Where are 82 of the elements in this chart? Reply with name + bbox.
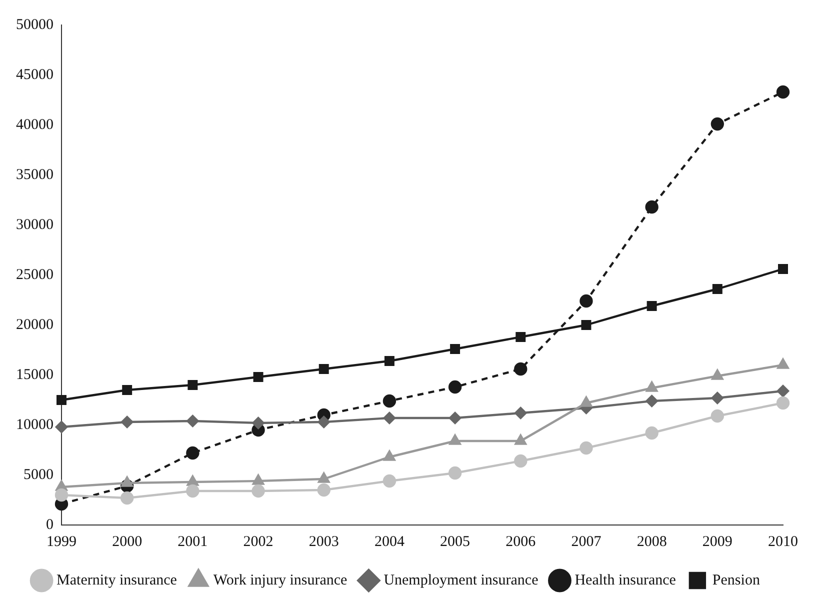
point xyxy=(318,472,330,483)
point xyxy=(646,301,657,311)
point xyxy=(448,380,462,394)
point xyxy=(120,416,134,428)
point xyxy=(711,392,724,404)
point xyxy=(712,369,724,380)
point xyxy=(252,416,264,430)
point xyxy=(252,474,264,485)
point xyxy=(55,420,68,434)
x-tick-label: 2007 xyxy=(571,534,602,550)
x-tick-label: 2000 xyxy=(112,534,142,550)
point xyxy=(514,454,528,468)
legend-label: Work injury insurance xyxy=(213,572,348,588)
point xyxy=(580,441,593,455)
x-tick-label: 2006 xyxy=(506,534,536,550)
point xyxy=(186,475,199,486)
y-tick-label: 15000 xyxy=(16,366,54,383)
point xyxy=(382,394,396,408)
y-tick-label: 5000 xyxy=(24,466,54,483)
point xyxy=(188,380,198,390)
point xyxy=(646,381,658,392)
y-tick-label: 20000 xyxy=(16,316,54,333)
legend-label: Health insurance xyxy=(574,572,676,588)
legend-label: Pension xyxy=(712,572,760,588)
x-tick-label: 2001 xyxy=(178,534,208,550)
point xyxy=(645,426,658,440)
y-tick-label: 45000 xyxy=(16,66,54,83)
point xyxy=(382,474,396,488)
point xyxy=(186,414,199,428)
x-tick-label: 1999 xyxy=(46,534,76,550)
x-tick-label: 2002 xyxy=(243,534,274,550)
point xyxy=(778,264,788,274)
legend-label: Maternity insurance xyxy=(56,572,178,588)
x-tick-label: 2009 xyxy=(702,534,732,550)
point xyxy=(514,406,527,420)
y-tick-label: 35000 xyxy=(16,166,54,183)
y-tick-label: 25000 xyxy=(16,266,54,283)
point xyxy=(516,332,526,342)
point xyxy=(253,372,264,382)
point xyxy=(776,396,790,410)
point xyxy=(710,409,724,423)
point xyxy=(448,412,462,424)
point xyxy=(776,85,790,99)
point xyxy=(54,488,68,502)
point xyxy=(186,484,200,498)
point xyxy=(318,364,329,374)
point xyxy=(56,395,66,405)
point xyxy=(777,358,789,369)
point xyxy=(580,294,593,308)
x-tick-label: 2010 xyxy=(768,534,798,550)
point xyxy=(317,483,330,497)
point xyxy=(646,394,658,408)
y-tick-label: 0 xyxy=(46,516,54,533)
x-tick-label: 2005 xyxy=(440,534,470,550)
point xyxy=(186,446,200,460)
y-tick-label: 30000 xyxy=(16,216,54,233)
point xyxy=(514,434,526,445)
point xyxy=(448,466,462,480)
point xyxy=(120,491,134,505)
y-tick-label: 40000 xyxy=(16,116,54,133)
point xyxy=(580,396,592,407)
point xyxy=(318,416,330,428)
x-tick-label: 2008 xyxy=(636,534,667,550)
legend-label: Unemployment insurance xyxy=(384,572,539,588)
point xyxy=(776,384,790,398)
point xyxy=(581,320,592,330)
point xyxy=(712,284,722,294)
point xyxy=(384,356,394,366)
point xyxy=(383,412,396,424)
y-tick-label: 50000 xyxy=(16,16,54,33)
point xyxy=(252,484,265,498)
point xyxy=(450,344,460,354)
point xyxy=(121,476,133,487)
point xyxy=(514,362,528,376)
x-tick-label: 2003 xyxy=(308,534,339,550)
point xyxy=(384,450,396,461)
x-tick-label: 2004 xyxy=(374,534,405,550)
point xyxy=(449,434,461,445)
y-tick-label: 10000 xyxy=(16,416,54,433)
point xyxy=(710,117,724,131)
point xyxy=(122,385,132,395)
point xyxy=(645,200,658,214)
